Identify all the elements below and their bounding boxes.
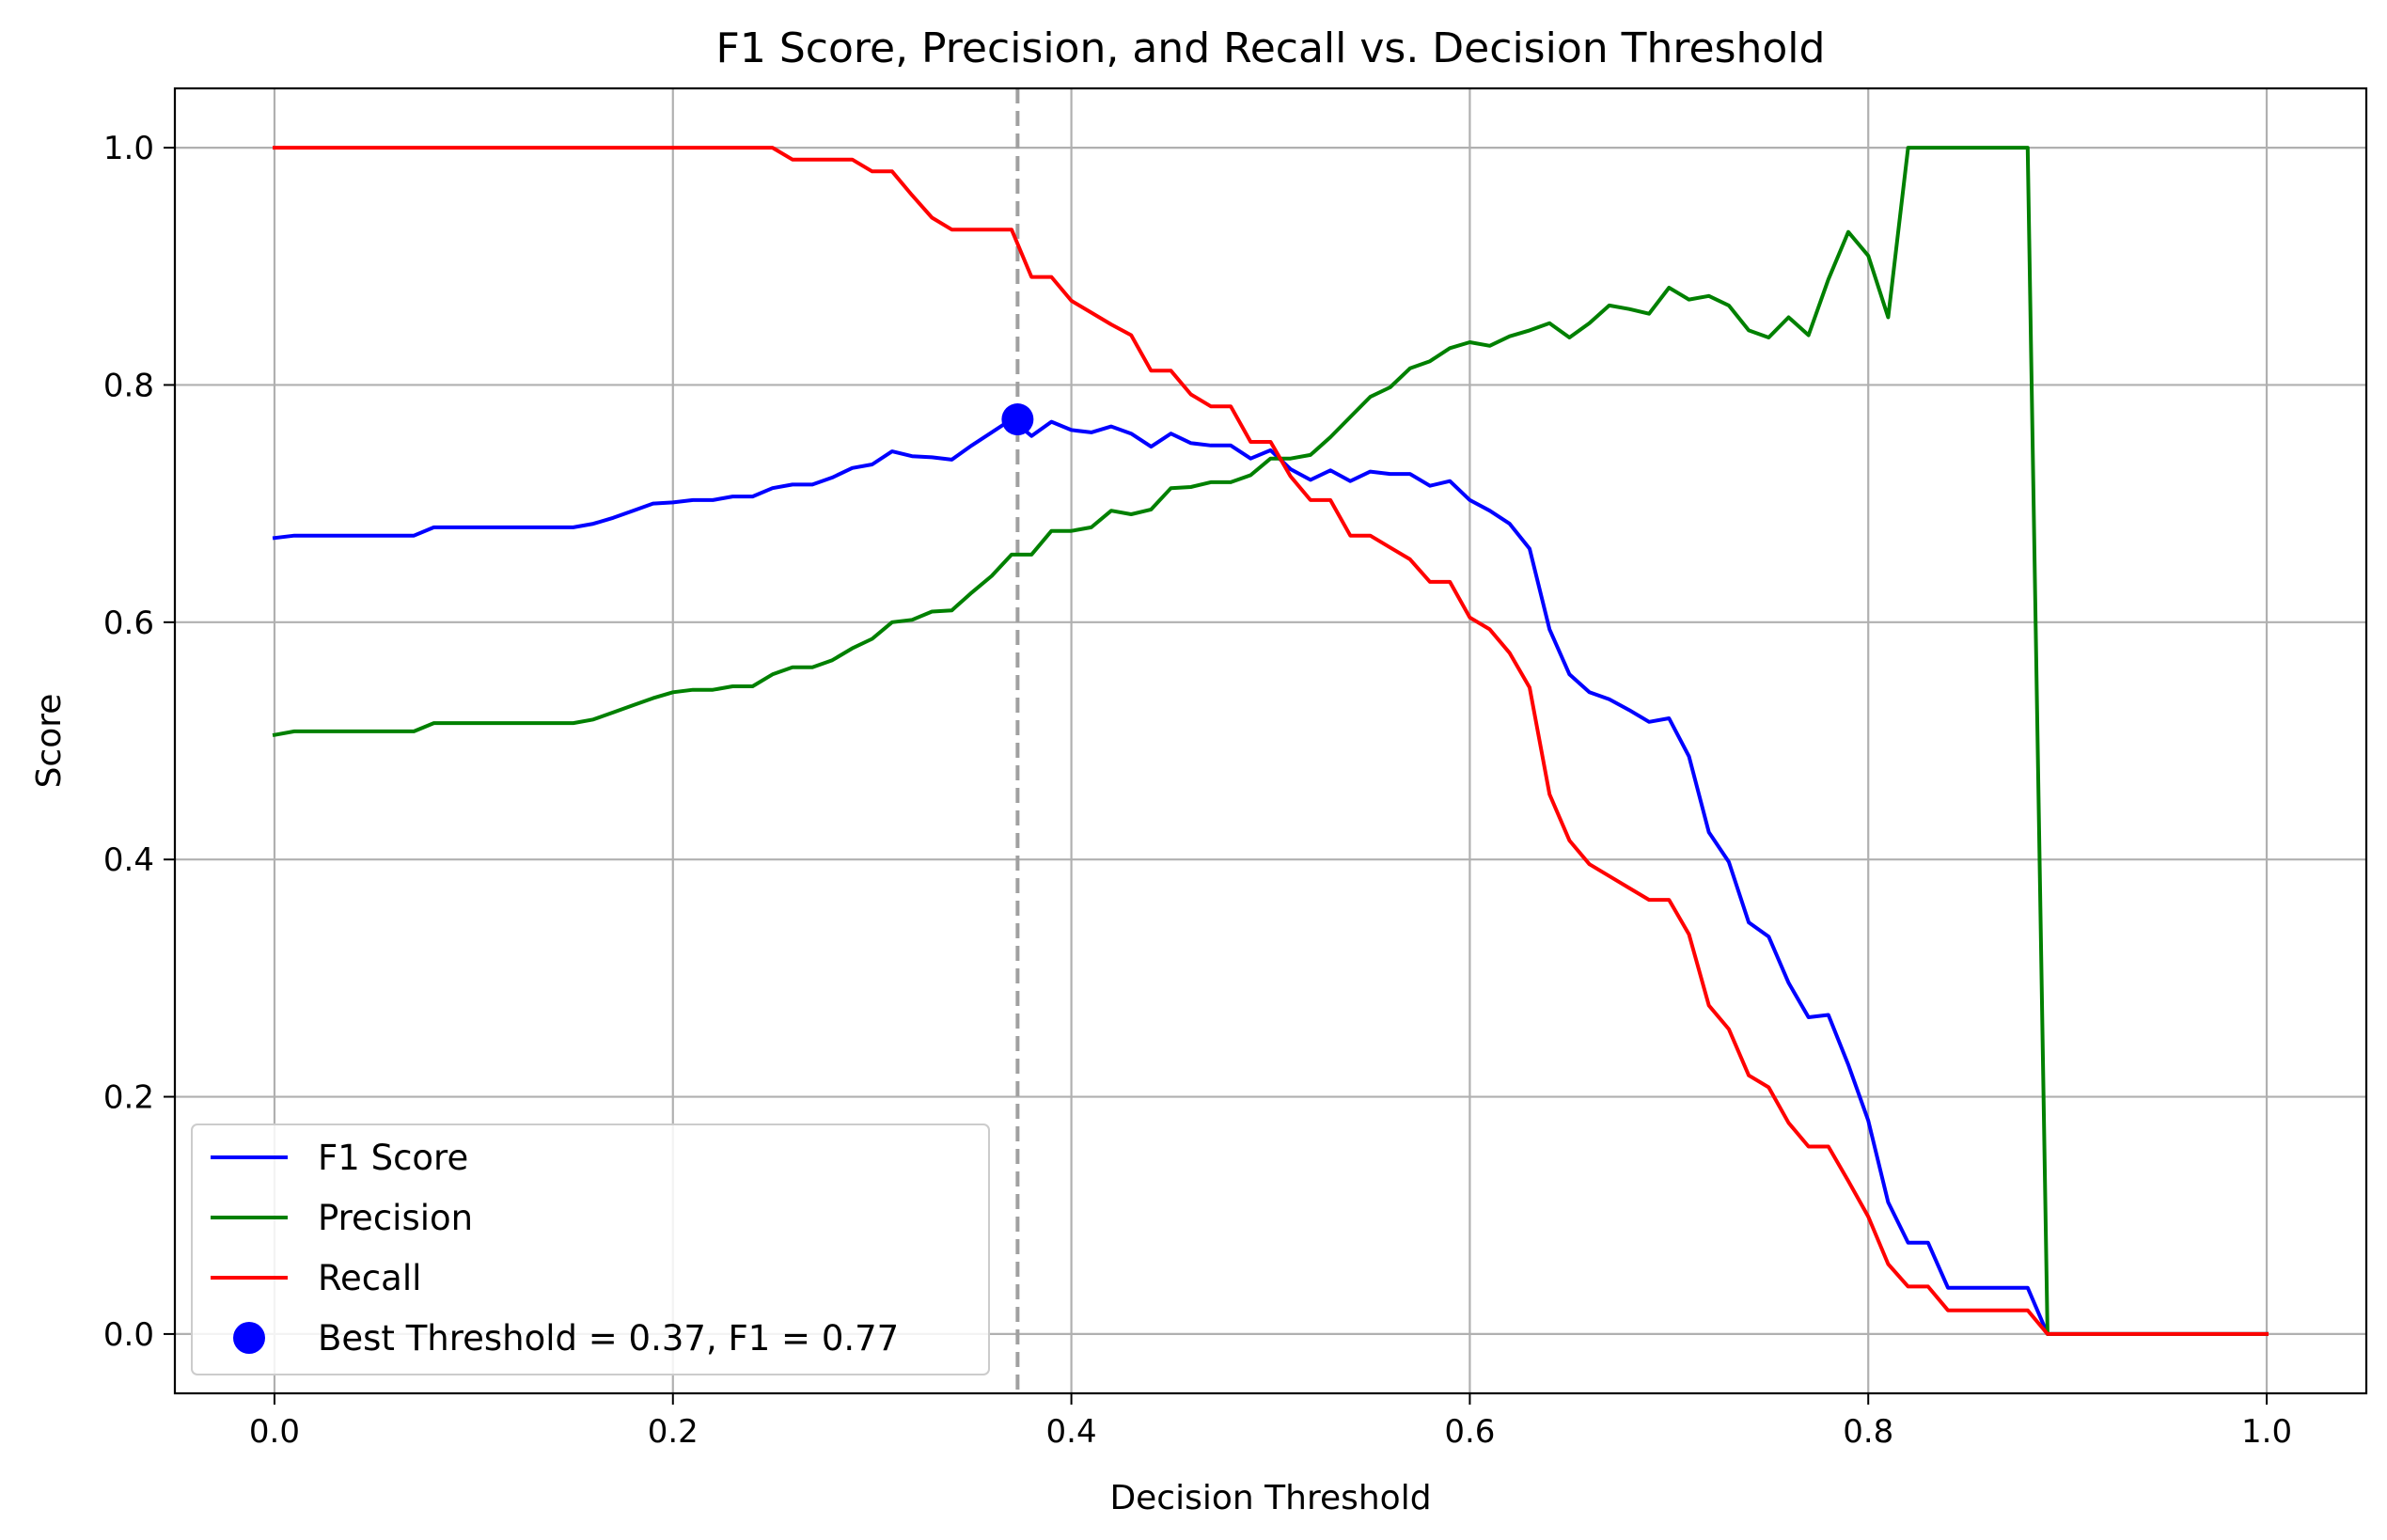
legend-box	[191, 1124, 990, 1375]
best-threshold-marker	[1001, 403, 1034, 436]
chart-title: F1 Score, Precision, and Recall vs. Deci…	[716, 24, 1826, 72]
series-layer	[272, 146, 2269, 1336]
legend-label: Precision	[318, 1198, 473, 1238]
x-tick-label: 0.8	[1843, 1413, 1893, 1451]
y-axis-label: Score	[30, 694, 69, 789]
series-line-precision	[272, 146, 2269, 1336]
legend-label: Recall	[318, 1258, 421, 1298]
legend-marker-best-threshold	[233, 1322, 265, 1354]
axis-ticks: 0.0 0.2 0.4 0.6 0.8 1.0 0.0 0.2 0.4 0.6 0.8 1.0	[103, 130, 2292, 1451]
y-tick-label: 0.0	[103, 1316, 154, 1354]
y-tick-label: 0.2	[103, 1079, 154, 1117]
grid	[175, 88, 2366, 1393]
plot-frame	[173, 86, 2368, 1395]
x-tick-label: 0.4	[1046, 1413, 1097, 1451]
x-tick-label: 0.6	[1444, 1413, 1495, 1451]
series-line-recall	[273, 146, 2269, 1336]
y-tick-label: 1.0	[103, 130, 154, 167]
y-tick-label: 0.6	[103, 605, 154, 642]
x-tick-label: 0.0	[249, 1413, 300, 1451]
series-line-f1-score	[272, 417, 2269, 1336]
y-tick-label: 0.4	[103, 841, 154, 879]
legend-label: F1 Score	[318, 1138, 468, 1178]
x-axis-label: Decision Threshold	[1109, 1479, 1431, 1517]
legend-label: Best Threshold = 0.37, F1 = 0.77	[318, 1318, 899, 1359]
legend: F1 Score Precision Recall Best Threshold = …	[191, 1124, 990, 1375]
y-tick-label: 0.8	[103, 367, 154, 404]
marker-layer	[1001, 403, 1034, 436]
x-tick-label: 0.2	[648, 1413, 699, 1451]
x-tick-label: 1.0	[2241, 1413, 2292, 1451]
